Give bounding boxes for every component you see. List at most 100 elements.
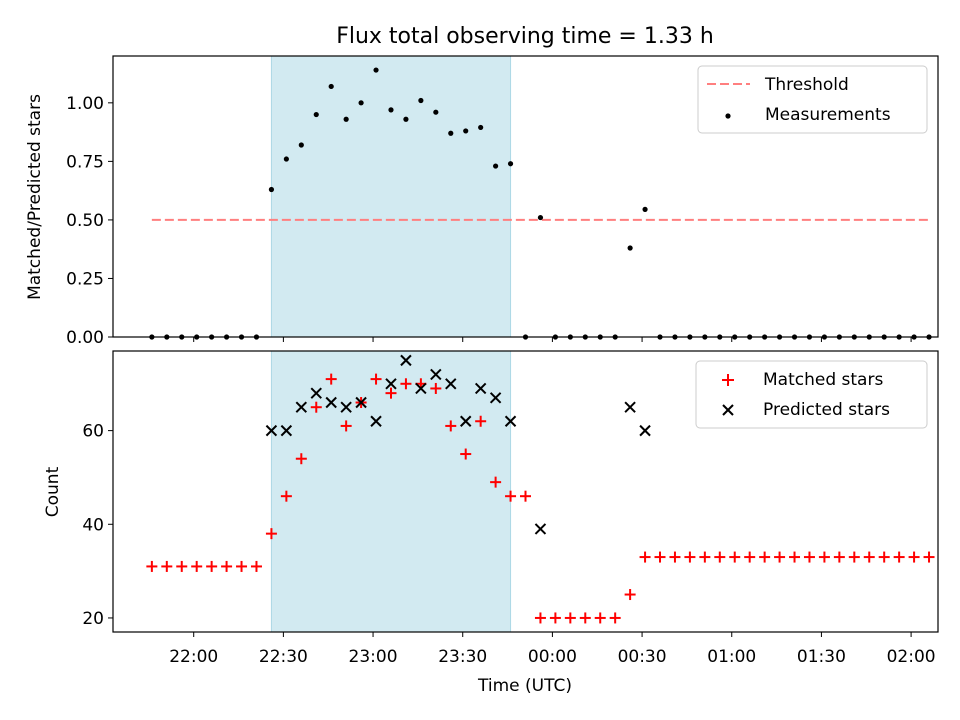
matched-star-point bbox=[878, 551, 890, 563]
bottom-y-axis-label: Count bbox=[43, 466, 63, 517]
matched-star-point bbox=[774, 551, 786, 563]
top-y-axis-ticks: 0.00 0.25 0.50 0.75 1.00 bbox=[66, 94, 113, 348]
top-y-axis-label: Matched/Predicted stars bbox=[25, 94, 45, 300]
y-tick-label: 40 bbox=[82, 515, 104, 535]
matched-star-point bbox=[400, 378, 412, 390]
matched-star-point bbox=[146, 560, 158, 572]
matched-star-point bbox=[744, 551, 756, 563]
predicted-star-point bbox=[265, 424, 278, 437]
y-tick-label: 0.00 bbox=[66, 328, 104, 348]
matched-star-point bbox=[236, 560, 248, 572]
matched-star-point bbox=[534, 612, 546, 624]
measurement-point bbox=[418, 97, 424, 104]
measurement-point bbox=[283, 156, 289, 162]
matched-star-point bbox=[759, 551, 771, 563]
predicted-star-point bbox=[295, 401, 308, 413]
measurement-point bbox=[448, 130, 454, 136]
measurement-point bbox=[642, 206, 648, 212]
predicted-star-point bbox=[474, 382, 487, 395]
matched-star-point bbox=[893, 551, 905, 563]
matched-star-point bbox=[460, 448, 472, 460]
matched-star-point bbox=[669, 551, 681, 563]
measurement-point bbox=[433, 109, 439, 115]
matched-star-point bbox=[908, 551, 920, 563]
legend-measurements-swatch bbox=[725, 113, 731, 119]
measurement-point bbox=[537, 214, 544, 221]
bottom-legend-box bbox=[695, 360, 928, 429]
x-tick-label: 23:30 bbox=[438, 647, 487, 667]
matched-star-point bbox=[385, 387, 397, 399]
legend-matched-label: Matched stars bbox=[763, 370, 883, 390]
predicted-star-point bbox=[385, 378, 397, 390]
predicted-star-point bbox=[310, 387, 322, 399]
matched-star-point bbox=[654, 551, 666, 563]
matched-star-point bbox=[505, 490, 517, 502]
measurement-point bbox=[268, 186, 275, 193]
predicted-star-point bbox=[504, 415, 517, 427]
predicted-star-point bbox=[489, 392, 502, 404]
bottom-plot-frame bbox=[112, 350, 939, 633]
measurement-point bbox=[627, 245, 633, 251]
legend-threshold-label: Threshold bbox=[764, 75, 849, 95]
y-tick-label: 0.75 bbox=[66, 152, 104, 172]
predicted-star-point bbox=[445, 378, 457, 390]
measurement-point bbox=[493, 163, 499, 169]
x-tick-label: 01:00 bbox=[707, 647, 756, 667]
matched-star-point bbox=[520, 490, 531, 502]
top-x-axis-ticks bbox=[193, 337, 912, 342]
legend-predicted-label: Predicted stars bbox=[763, 400, 890, 420]
predicted-star-point bbox=[400, 354, 412, 367]
matched-star-point bbox=[923, 551, 935, 563]
matched-star-point bbox=[818, 551, 830, 563]
matched-star-point bbox=[848, 551, 860, 563]
matched-star-point bbox=[789, 551, 801, 563]
matched-star-point bbox=[475, 415, 487, 427]
x-tick-label: 22:00 bbox=[169, 647, 218, 667]
bottom-x-axis-ticks: 22:00 22:30 23:00 23:30 00:00 00:30 01:00 01:30… bbox=[169, 632, 936, 667]
matched-star-point bbox=[206, 560, 218, 572]
measurement-point bbox=[403, 116, 409, 122]
predicted-star-point bbox=[430, 368, 442, 381]
y-tick-label: 60 bbox=[82, 422, 104, 442]
matched-star-point bbox=[863, 551, 875, 563]
x-tick-label: 02:00 bbox=[887, 647, 936, 667]
measurement-point bbox=[313, 111, 319, 118]
legend-predicted-swatch bbox=[722, 404, 734, 416]
predicted-star-point bbox=[370, 415, 382, 427]
matched-star-point bbox=[221, 560, 233, 572]
matched-star-point bbox=[325, 373, 337, 385]
matched-star-point bbox=[295, 453, 307, 465]
measurement-point bbox=[388, 107, 394, 113]
matched-star-point bbox=[250, 560, 262, 572]
matched-star-point bbox=[430, 382, 442, 394]
y-tick-label: 1.00 bbox=[66, 94, 104, 114]
chart-title: Flux total observing time = 1.33 h bbox=[336, 24, 714, 49]
top-highlight-span bbox=[270, 55, 512, 338]
matched-star-point bbox=[714, 551, 726, 563]
matched-star-point bbox=[176, 560, 188, 572]
legend-matched-swatch bbox=[722, 374, 734, 386]
top-legend-box bbox=[697, 65, 928, 134]
top-plot-frame bbox=[112, 55, 939, 338]
predicted-star-point bbox=[280, 424, 293, 437]
matched-star-point bbox=[564, 612, 576, 624]
measurement-point bbox=[478, 124, 484, 131]
y-tick-label: 20 bbox=[82, 609, 104, 629]
y-tick-label: 0.25 bbox=[66, 269, 104, 289]
matched-star-point bbox=[310, 401, 322, 413]
predicted-star-point bbox=[534, 523, 547, 535]
bottom-panel: 20 40 60 22:00 22:30 23:00 23:30 00:00 00:30 01:… bbox=[43, 350, 939, 696]
bottom-y-axis-ticks: 20 40 60 bbox=[82, 422, 113, 629]
x-tick-label: 00:00 bbox=[528, 647, 577, 667]
predicted-star-point bbox=[460, 415, 472, 427]
matched-star-point bbox=[609, 612, 621, 624]
matched-star-point bbox=[639, 551, 651, 563]
matched-star-point bbox=[265, 528, 277, 540]
matched-star-point bbox=[370, 373, 382, 385]
x-tick-label: 23:00 bbox=[349, 647, 398, 667]
matched-star-point bbox=[833, 551, 845, 563]
measurement-point bbox=[373, 67, 379, 73]
predicted-star-point bbox=[624, 401, 636, 413]
predicted-star-point bbox=[325, 396, 337, 409]
y-tick-label: 0.50 bbox=[66, 211, 104, 231]
